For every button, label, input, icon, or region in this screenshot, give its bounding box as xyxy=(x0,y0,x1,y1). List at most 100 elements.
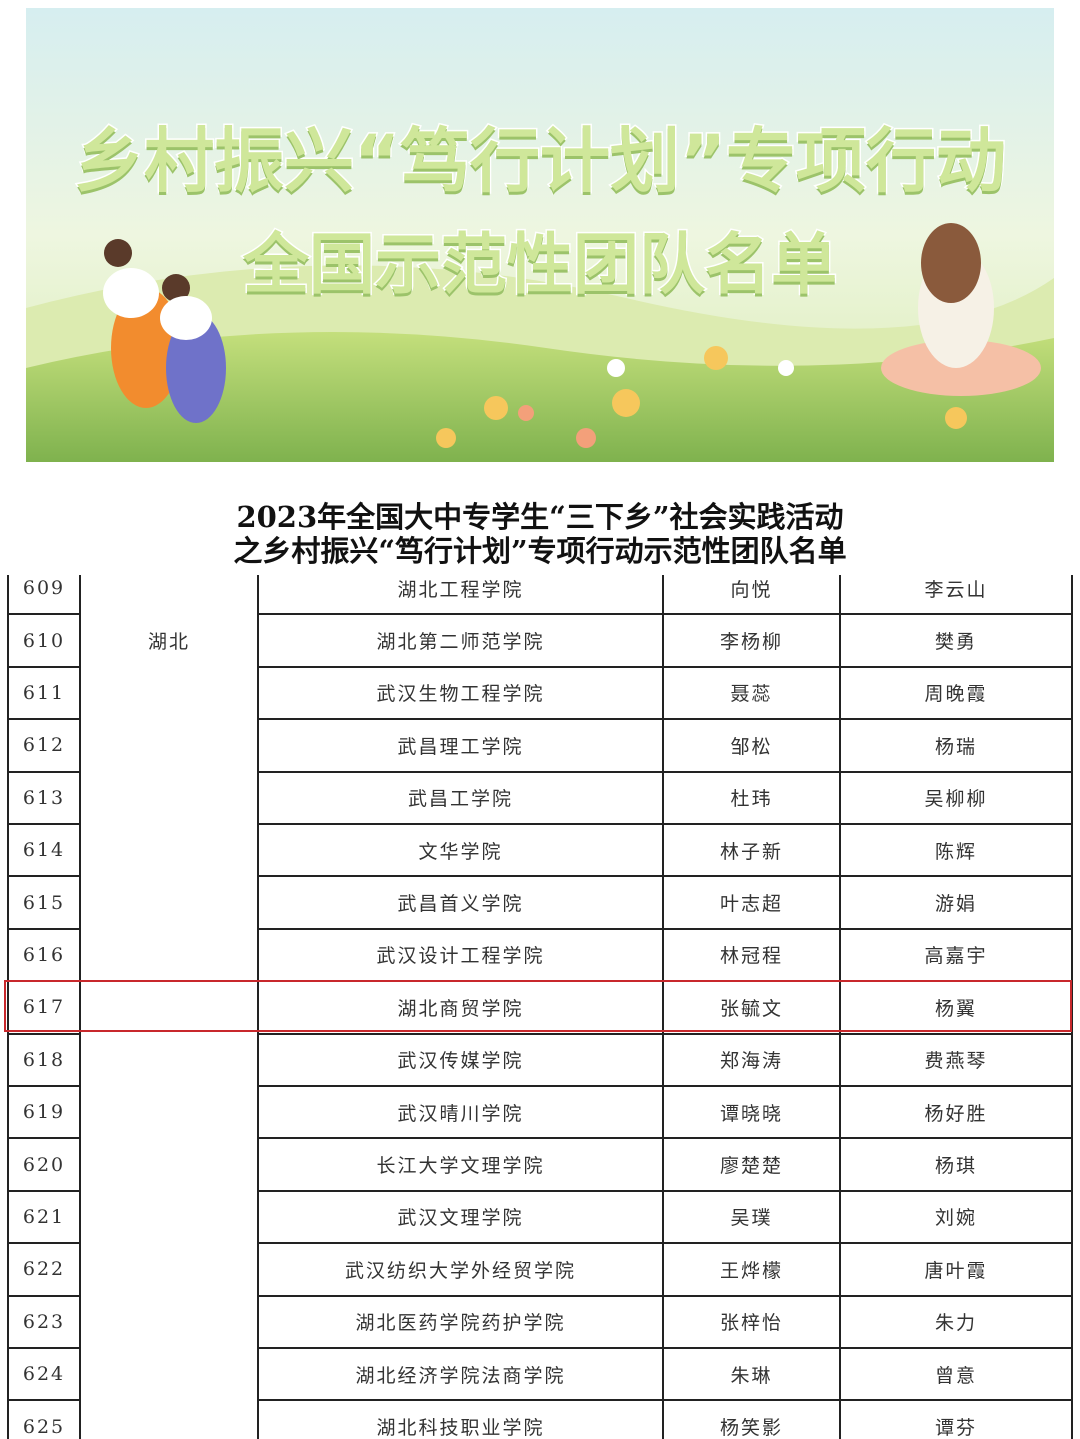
table-cell: 廖楚楚 xyxy=(719,1155,783,1178)
row-number: 620 xyxy=(22,1153,66,1176)
table-cell: 湖北工程学院 xyxy=(397,578,524,601)
table-cell: 叶志超 xyxy=(719,893,783,916)
table-border xyxy=(258,1347,1072,1349)
table-cell: 张毓文 xyxy=(719,997,783,1020)
table-cell: 杨琪 xyxy=(934,1155,977,1178)
table-border xyxy=(662,575,664,1439)
table-cell: 朱力 xyxy=(934,1312,977,1335)
table-cell: 高嘉宇 xyxy=(924,945,988,968)
table-border xyxy=(8,1294,80,1297)
table-border xyxy=(258,718,1072,721)
table-cell: 李杨柳 xyxy=(719,631,783,654)
table-cell: 邹松 xyxy=(730,735,773,758)
table-cell: 费燕琴 xyxy=(924,1050,988,1073)
table-cell: 杨笑影 xyxy=(719,1417,783,1439)
table-border xyxy=(8,823,80,825)
table-cell: 武昌工学院 xyxy=(407,788,513,811)
table-cell: 武汉晴川学院 xyxy=(397,1102,524,1125)
table-border xyxy=(8,1032,80,1035)
table-border xyxy=(258,613,1072,616)
table-border xyxy=(8,1347,80,1349)
table-border xyxy=(8,927,80,930)
table-cell: 陈辉 xyxy=(934,840,977,863)
table-border xyxy=(8,875,80,878)
table-cell: 谭晓晓 xyxy=(719,1102,783,1125)
table-cell: 李云山 xyxy=(924,578,988,601)
table-border xyxy=(8,770,80,773)
table-cell: 杜玮 xyxy=(730,788,773,811)
table-border xyxy=(258,927,1072,930)
table-cell: 王烨檬 xyxy=(719,1259,783,1282)
table-cell: 唐叶霞 xyxy=(924,1259,988,1282)
row-number: 625 xyxy=(22,1415,66,1438)
table-border xyxy=(1071,575,1073,1439)
table-border xyxy=(8,718,80,721)
table-border xyxy=(258,1242,1072,1245)
document-title: 2023年全国大中专学生“三下乡”社会实践活动 xyxy=(236,500,844,534)
table-cell: 湖北医药学院药护学院 xyxy=(355,1312,566,1335)
table-border xyxy=(258,1032,1072,1035)
table-cell: 谭芬 xyxy=(934,1417,977,1439)
table-border xyxy=(258,1399,1072,1402)
table-cell: 张梓怡 xyxy=(719,1312,783,1335)
table-cell: 樊勇 xyxy=(934,631,977,654)
table-border xyxy=(8,1242,80,1245)
row-number: 617 xyxy=(22,996,66,1019)
table-cell: 长江大学文理学院 xyxy=(376,1155,545,1178)
table-border xyxy=(258,1189,1072,1192)
row-number: 618 xyxy=(22,1048,66,1071)
table: 湖北 609 湖北工程学院 向悦 李云山 610 湖北第二师范学院 李杨柳 樊勇 611 武汉生物工… xyxy=(0,575,1080,1439)
table-cell: 杨翼 xyxy=(934,997,977,1020)
table-cell: 湖北第二师范学院 xyxy=(376,631,545,654)
row-number: 616 xyxy=(22,943,66,966)
table-cell: 湖北经济学院法商学院 xyxy=(355,1364,566,1387)
table-cell: 湖北商贸学院 xyxy=(397,997,524,1020)
highlight-box xyxy=(4,980,1072,1032)
row-number: 612 xyxy=(22,734,66,757)
table-cell: 文华学院 xyxy=(418,840,503,863)
row-number: 611 xyxy=(22,681,66,704)
document-title: 之乡村振兴“笃行计划”专项行动示范性团队名单 xyxy=(233,534,847,568)
table-cell: 武昌理工学院 xyxy=(397,735,524,758)
row-number: 621 xyxy=(22,1205,66,1228)
table-border xyxy=(839,575,841,1439)
table-cell: 向悦 xyxy=(730,578,773,601)
banner: 乡村振兴“笃行计划”专项行动 全国示范性团队名单 xyxy=(26,8,1054,462)
table-border xyxy=(258,1294,1072,1297)
table-cell: 朱琳 xyxy=(730,1364,773,1387)
table-border xyxy=(257,575,259,1439)
table-cell: 游娟 xyxy=(934,893,977,916)
row-number: 610 xyxy=(22,629,66,652)
table-cell: 武汉设计工程学院 xyxy=(376,945,545,968)
row-number: 609 xyxy=(22,577,66,600)
row-number: 615 xyxy=(22,891,66,914)
banner-illustration xyxy=(26,8,1054,462)
table-cell: 武汉纺织大学外经贸学院 xyxy=(344,1259,576,1282)
table-cell: 杨好胜 xyxy=(924,1102,988,1125)
table-border xyxy=(258,770,1072,773)
table-border xyxy=(258,823,1072,825)
table-cell: 武昌首义学院 xyxy=(397,893,524,916)
table-cell: 杨瑞 xyxy=(934,735,977,758)
table-cell: 聂蕊 xyxy=(730,683,773,706)
table-cell: 刘婉 xyxy=(934,1207,977,1230)
table-border xyxy=(258,875,1072,878)
row-number: 619 xyxy=(22,1101,66,1124)
table-cell: 武汉文理学院 xyxy=(397,1207,524,1230)
table-cell: 武汉生物工程学院 xyxy=(376,683,545,706)
row-number: 622 xyxy=(22,1258,66,1281)
table-border xyxy=(8,1085,80,1087)
table-cell: 武汉传媒学院 xyxy=(397,1050,524,1073)
table-cell: 吴璞 xyxy=(730,1207,773,1230)
table-border xyxy=(8,1399,80,1402)
province-cell: 湖北 xyxy=(147,631,190,654)
table-border xyxy=(8,1137,80,1140)
table-cell: 林子新 xyxy=(719,840,783,863)
table-border xyxy=(258,665,1072,668)
table-cell: 郑海涛 xyxy=(719,1050,783,1073)
table-cell: 曾意 xyxy=(934,1364,977,1387)
table-border xyxy=(258,1137,1072,1140)
row-number: 613 xyxy=(22,786,66,809)
table-cell: 林冠程 xyxy=(719,945,783,968)
table-border xyxy=(258,1085,1072,1087)
